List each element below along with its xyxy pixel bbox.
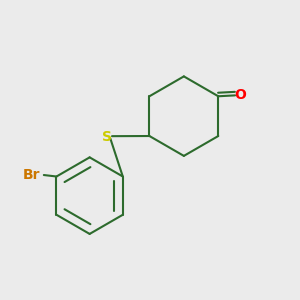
Text: O: O bbox=[234, 88, 246, 102]
Text: S: S bbox=[102, 130, 112, 144]
Text: Br: Br bbox=[23, 168, 40, 182]
